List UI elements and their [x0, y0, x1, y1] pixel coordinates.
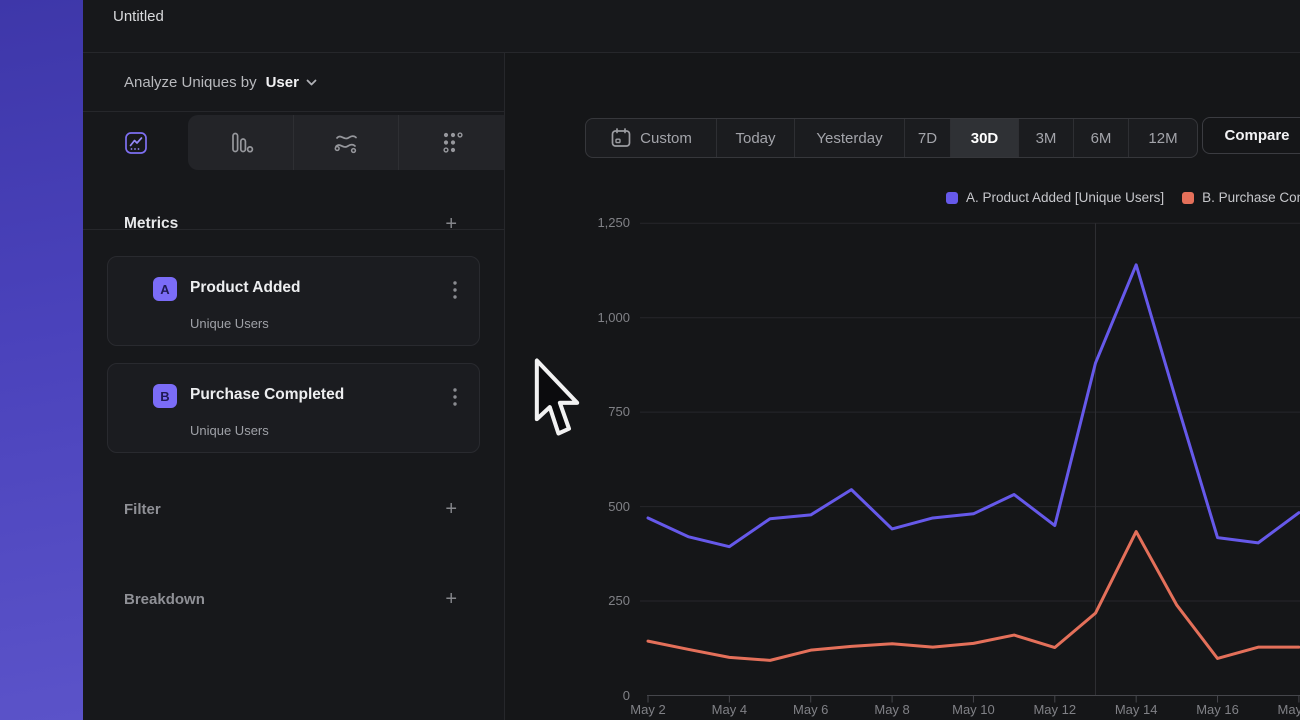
metric-label: Purchase Completed [190, 386, 345, 403]
metric-badge-a: A [153, 277, 177, 301]
range-7d[interactable]: 7D [904, 119, 950, 157]
metrics-header-row: Metrics + [124, 213, 457, 235]
add-filter-button[interactable]: + [445, 498, 457, 520]
y-axis-label: 1,000 [597, 309, 630, 325]
x-axis-label: May 8 [874, 702, 910, 717]
legend-item-b[interactable]: B. Purchase Completed [Unique Users] [1182, 190, 1300, 205]
legend-label-a: A. Product Added [Unique Users] [966, 190, 1165, 205]
bar-chart-icon [232, 132, 254, 153]
metric-card-product-added[interactable]: A Product Added Unique Users [107, 256, 480, 346]
calendar-icon [611, 128, 631, 147]
chart-panel: Custom Today Yesterday 7D 30D 3M 6M 12M … [505, 53, 1300, 720]
metric-label: Product Added [190, 279, 301, 296]
metrics-header: Metrics [124, 215, 179, 232]
tab-flows[interactable] [292, 115, 399, 170]
add-breakdown-button[interactable]: + [445, 588, 457, 610]
tab-bar-chart[interactable] [188, 115, 293, 170]
filter-header: Filter [124, 500, 161, 518]
range-12m[interactable]: 12M [1128, 119, 1197, 157]
metric-badge-b: B [153, 384, 177, 408]
flows-icon [334, 134, 357, 153]
add-metric-button[interactable]: + [445, 213, 457, 235]
legend-item-a[interactable]: A. Product Added [Unique Users] [946, 190, 1164, 205]
analyze-by-row: Analyze Uniques by User [83, 53, 504, 112]
filter-row: Filter + [124, 498, 457, 520]
range-yesterday[interactable]: Yesterday [794, 119, 904, 157]
tab-line-chart[interactable] [125, 132, 147, 154]
x-axis-label: May 4 [711, 702, 748, 717]
chevron-down-icon[interactable] [306, 79, 317, 86]
y-axis-label: 250 [608, 593, 630, 609]
query-sidebar: Analyze Uniques by User [83, 53, 505, 720]
funnel-dots-icon [443, 131, 463, 153]
kebab-menu-icon[interactable] [453, 281, 457, 299]
x-axis-label: May 2 [630, 702, 666, 717]
background-strip [0, 0, 83, 720]
page-title: Untitled [113, 8, 164, 25]
chart-type-tabs [83, 112, 504, 230]
legend-swatch-b [1182, 191, 1195, 204]
range-30d[interactable]: 30D [950, 119, 1018, 157]
x-axis-label: May 14 [1114, 702, 1158, 717]
metric-sublabel[interactable]: Unique Users [190, 423, 269, 438]
y-axis-label: 750 [608, 404, 630, 420]
range-6m[interactable]: 6M [1073, 119, 1128, 157]
analyze-by-value[interactable]: User [265, 73, 299, 91]
y-axis-label: 0 [622, 687, 630, 703]
kebab-menu-icon[interactable] [453, 388, 457, 406]
chart-legend: A. Product Added [Unique Users] B. Purch… [946, 190, 1300, 205]
tab-funnel-dots[interactable] [398, 115, 504, 170]
metric-card-purchase-completed[interactable]: B Purchase Completed Unique Users [107, 363, 480, 453]
chart-type-tab-group [188, 115, 504, 170]
date-range-control: Custom Today Yesterday 7D 30D 3M 6M 12M [585, 118, 1198, 158]
breakdown-row: Breakdown + [124, 588, 457, 610]
x-axis-label: May 6 [793, 702, 829, 717]
x-axis-label: May 18 [1277, 702, 1300, 717]
range-today[interactable]: Today [716, 119, 794, 157]
x-axis-label: May 16 [1196, 702, 1239, 717]
y-axis-label: 1,250 [597, 215, 630, 231]
legend-swatch-a [946, 191, 958, 204]
top-bar: Untitled [83, 0, 1300, 53]
x-axis-label: May 10 [952, 702, 995, 717]
y-axis-label: 500 [608, 498, 630, 514]
legend-label-b: B. Purchase Completed [Unique Users] [1202, 190, 1300, 205]
breakdown-header: Breakdown [124, 590, 205, 608]
range-3m[interactable]: 3M [1018, 119, 1073, 157]
analyze-by-label: Analyze Uniques by [124, 73, 257, 91]
divider [83, 229, 504, 230]
compare-button[interactable]: Compare [1202, 117, 1300, 154]
metric-sublabel[interactable]: Unique Users [190, 316, 269, 331]
x-axis-label: May 12 [1033, 702, 1077, 717]
line-chart-icon [125, 132, 147, 154]
range-custom[interactable]: Custom [586, 119, 716, 157]
